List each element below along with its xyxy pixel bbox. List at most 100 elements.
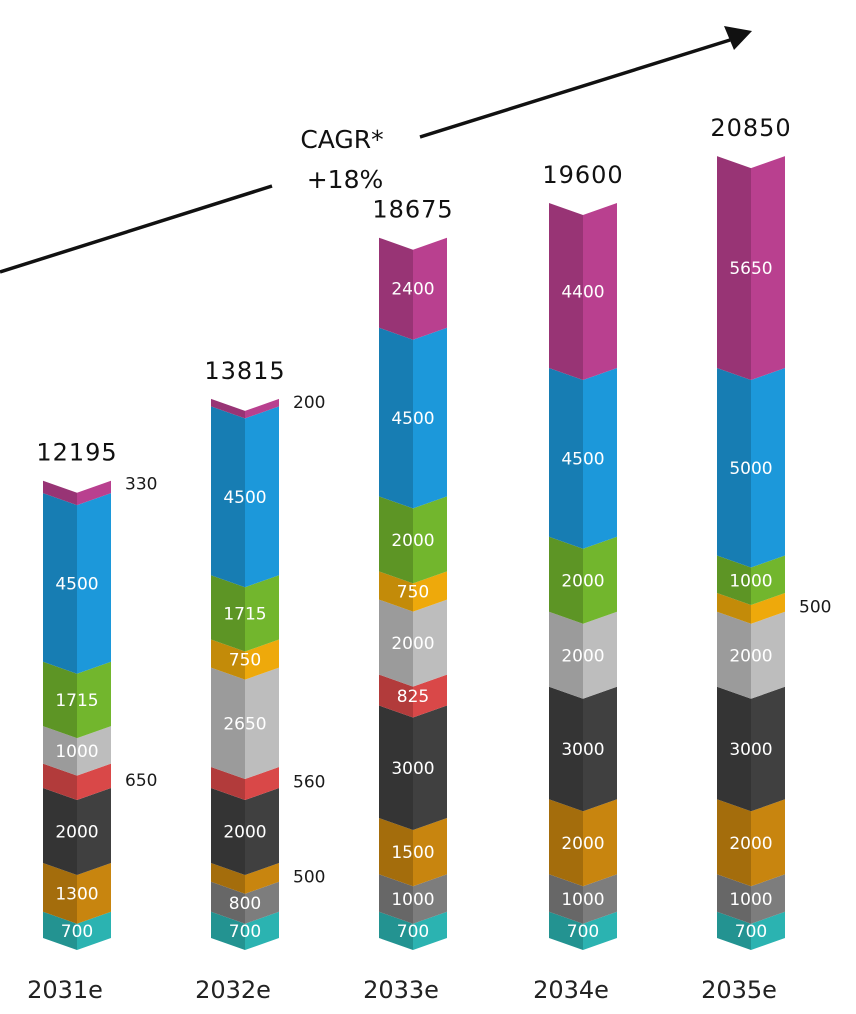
cagr-value: +18%	[307, 165, 384, 194]
segment-value-label: 1000	[729, 890, 772, 910]
bar-segment-left-face	[211, 398, 245, 419]
total-value-label: 12195	[36, 439, 117, 467]
segment-value-label: 2400	[391, 280, 434, 300]
bar-segment-left-face	[379, 599, 413, 687]
cagr-title: CAGR*	[300, 125, 383, 154]
segment-value-label: 3000	[391, 759, 434, 779]
segment-value-label: 3000	[561, 740, 604, 760]
bar-segment-left-face	[379, 571, 413, 612]
bar-segment-left-face	[379, 705, 413, 830]
bar-segment-left-face	[43, 480, 77, 506]
bar-segment-left-face	[379, 496, 413, 584]
segment-value-label: 1500	[391, 843, 434, 863]
segment-value-label: 2000	[391, 634, 434, 654]
bar-segment	[549, 799, 617, 887]
bar-segment-left-face	[211, 881, 245, 924]
bar-segment-left-face	[717, 686, 751, 812]
segment-value-label: 750	[229, 651, 261, 671]
bar-segment	[717, 874, 785, 924]
bar-segment-left-face	[43, 788, 77, 875]
bar-segment-right-face	[77, 788, 111, 875]
segment-value-label: 700	[397, 922, 429, 942]
bar-segment	[211, 667, 279, 779]
bar-segment-right-face	[583, 874, 617, 924]
bar-segment	[43, 493, 111, 674]
bar-segment-left-face	[43, 493, 77, 674]
bar-segment-right-face	[413, 237, 447, 340]
bar-segment	[549, 203, 617, 380]
segment-value-label: 560	[293, 773, 325, 793]
segment-value-label: 2650	[223, 714, 266, 734]
bar-segment	[379, 496, 447, 584]
segment-value-label: 2000	[561, 571, 604, 591]
segment-value-label: 800	[229, 894, 261, 914]
bar-segment	[549, 611, 617, 699]
bar-segment	[549, 911, 617, 950]
segment-value-label: 2000	[561, 834, 604, 854]
segment-value-label: 4500	[561, 449, 604, 469]
bar-segment-right-face	[751, 911, 785, 950]
bar-segment	[379, 674, 447, 718]
bar-segment-right-face	[77, 493, 111, 674]
bar-segment-right-face	[245, 575, 279, 652]
bar-segment-left-face	[211, 788, 245, 875]
bar-segment-right-face	[245, 767, 279, 800]
bar-segment-left-face	[549, 911, 583, 950]
segment-value-label: 700	[735, 922, 767, 942]
labels-layer: 700 1300 2000 650 1000 1715 4500 330 12195 2031e 7…	[27, 114, 831, 1004]
bar-segment-left-face	[43, 911, 77, 950]
segment-value-label: 4400	[561, 283, 604, 303]
category-label: 2033e	[363, 976, 439, 1004]
bar-segment	[211, 575, 279, 652]
segment-value-label: 5000	[729, 459, 772, 479]
bar-segment-right-face	[77, 911, 111, 950]
bar-segment	[549, 874, 617, 924]
bar-segment-right-face	[751, 368, 785, 568]
segment-value-label: 1000	[391, 890, 434, 910]
bar-segment-right-face	[751, 555, 785, 605]
bar-segment-left-face	[211, 575, 245, 652]
bar-segment-left-face	[549, 203, 583, 380]
bar-segment	[549, 368, 617, 549]
bar-segment-right-face	[751, 874, 785, 924]
bar-segment	[211, 863, 279, 894]
bar-segment	[379, 571, 447, 612]
bar-segment	[379, 599, 447, 687]
bar-segment-right-face	[751, 593, 785, 624]
trend-line-left	[0, 184, 273, 274]
segment-value-label: 5650	[729, 259, 772, 279]
bar-segment	[717, 156, 785, 380]
bar-segment-right-face	[413, 327, 447, 509]
bar-segment-right-face	[413, 599, 447, 687]
bar-segment	[43, 480, 111, 506]
segment-value-label: 1000	[55, 742, 98, 762]
category-label: 2032e	[195, 976, 271, 1004]
bar-segment-right-face	[413, 496, 447, 584]
segment-value-label: 500	[799, 597, 831, 617]
bar-segment	[379, 705, 447, 830]
bar-segment-left-face	[43, 726, 77, 776]
cagr-trend: CAGR* +18%	[0, 26, 752, 274]
bar-segment-right-face	[413, 571, 447, 612]
bar-segment-left-face	[379, 674, 413, 718]
segment-value-label: 700	[567, 922, 599, 942]
bar-segment-left-face	[717, 368, 751, 568]
bar-segment-left-face	[379, 874, 413, 924]
bar-segment-left-face	[211, 863, 245, 894]
category-label: 2031e	[27, 976, 103, 1004]
bar-segment	[211, 767, 279, 800]
bar-segment-left-face	[549, 874, 583, 924]
trend-line-right	[419, 38, 731, 139]
bar-segment	[717, 593, 785, 624]
segment-value-label: 700	[61, 922, 93, 942]
segment-value-label: 750	[397, 583, 429, 603]
segment-value-label: 2000	[223, 823, 266, 843]
total-value-label: 19600	[542, 161, 623, 189]
bar-segment-left-face	[549, 368, 583, 549]
bar-segment	[211, 788, 279, 875]
bar-segment-left-face	[379, 237, 413, 340]
bar-segment-right-face	[245, 398, 279, 419]
bar-segment-left-face	[379, 818, 413, 887]
bar-segment	[43, 763, 111, 800]
